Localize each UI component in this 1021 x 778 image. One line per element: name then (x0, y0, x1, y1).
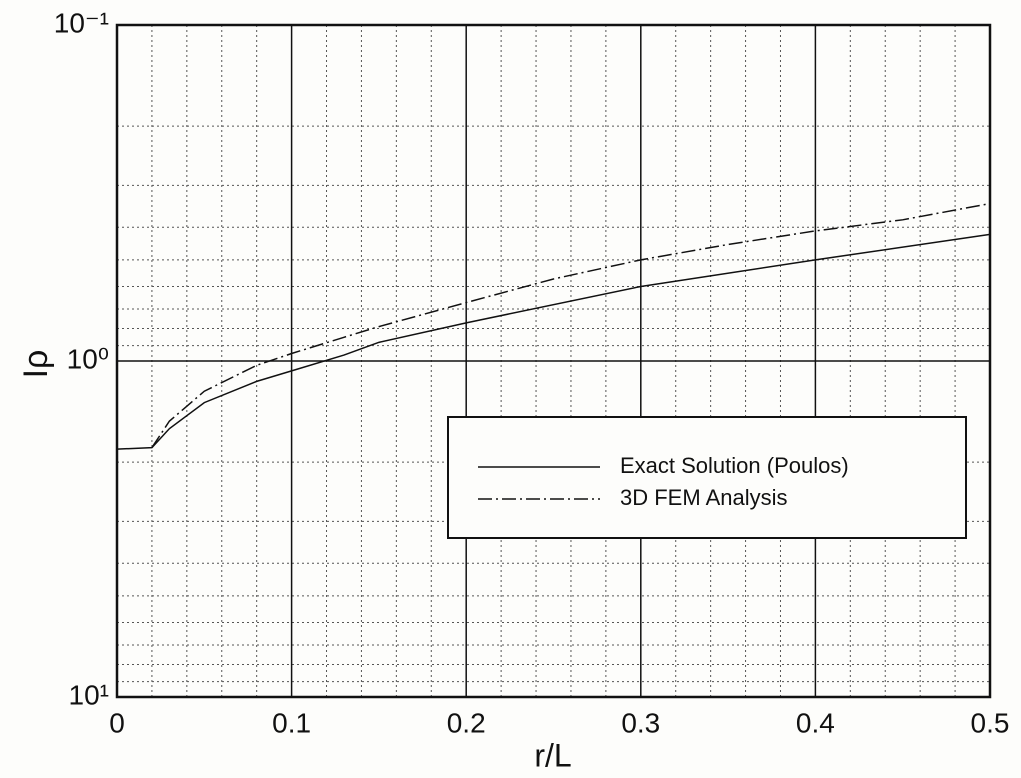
x-tick-label: 0.1 (272, 707, 311, 738)
legend-label: Exact Solution (Poulos) (620, 453, 849, 478)
x-tick-label: 0.2 (447, 707, 486, 738)
x-tick-label: 0.4 (796, 707, 835, 738)
y-tick-label: 10¹ (69, 679, 109, 710)
legend: Exact Solution (Poulos) 3D FEM Analysis (447, 416, 967, 539)
x-tick-label: 0.5 (971, 707, 1010, 738)
legend-label: 3D FEM Analysis (620, 485, 788, 510)
x-tick-label: 0 (109, 707, 125, 738)
data-line (116, 233, 991, 450)
legend-box (447, 416, 967, 539)
y-tick-label: 10⁰ (67, 343, 109, 374)
y-tick-label: 10⁻¹ (54, 7, 109, 38)
plot-frame (115, 23, 992, 699)
x-axis-title: r/L (534, 737, 571, 773)
data-line (151, 202, 991, 448)
y-axis-title: Iρ (17, 350, 55, 379)
x-tick-label: 0.3 (621, 707, 660, 738)
